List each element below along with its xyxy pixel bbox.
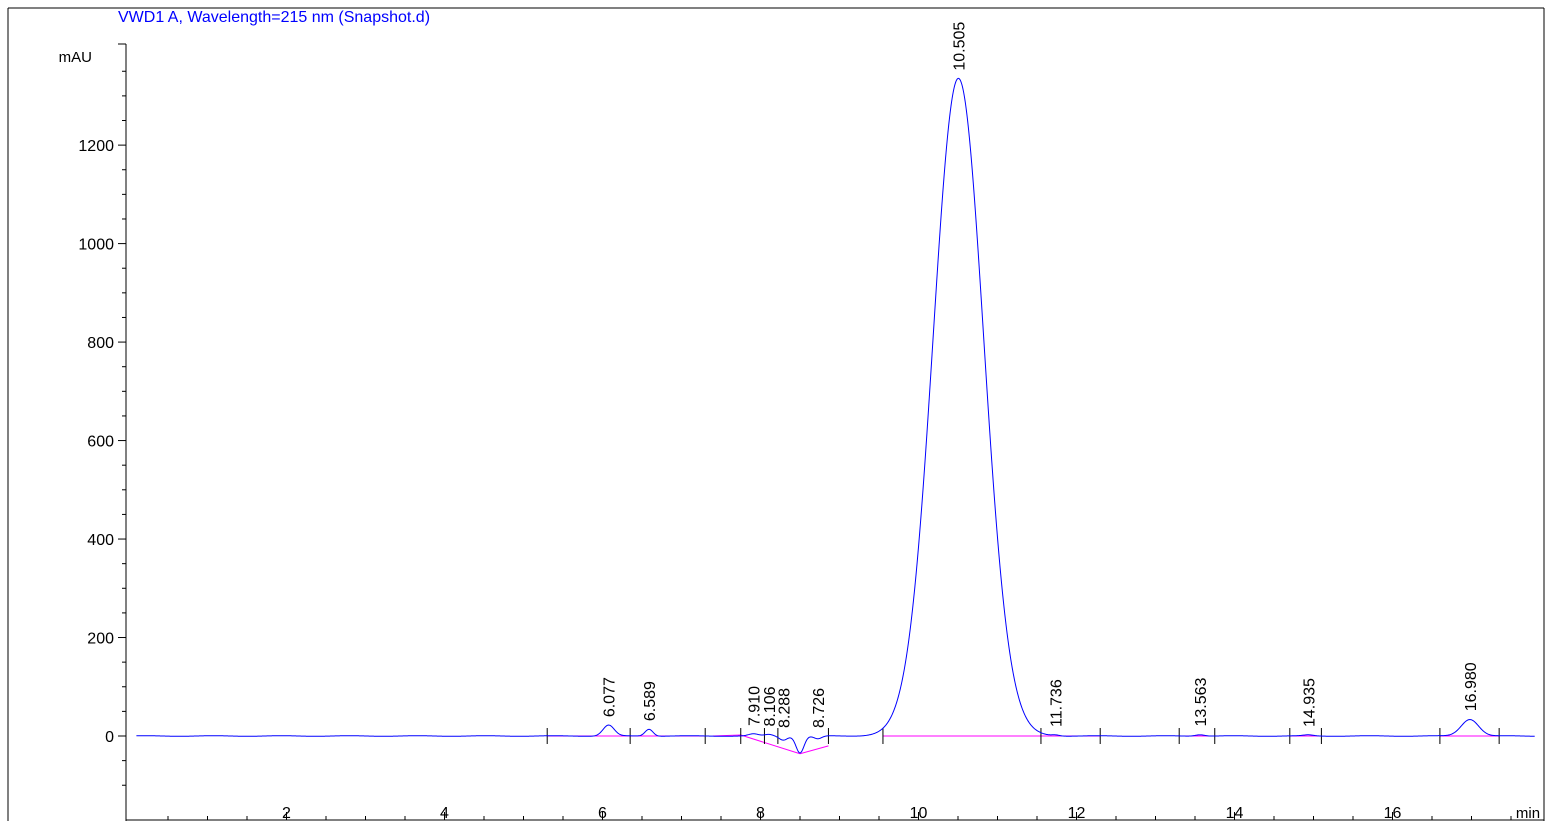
signal-trace-group [136,77,1535,754]
plot-frame [7,7,1545,821]
x-tick-label: 10 [910,805,928,821]
y-tick-label: 0 [105,729,114,746]
peak-label: 11.736 [1049,679,1066,727]
integration-baseline [799,745,829,755]
peak-label: 7.910 [746,686,763,726]
y-tick-label: 400 [87,532,114,549]
x-tick-label: 4 [440,805,449,821]
axes: 0 200 400 600 800 1000 1200 2 4 6 8 10 12 14 16 [78,43,1544,821]
signal-trace [136,77,1535,754]
peak-label: 6.077 [602,677,619,717]
x-tick-label: 12 [1068,805,1086,821]
peak-label: 13.563 [1193,677,1210,726]
x-tick-label: 14 [1226,805,1244,821]
x-axis-unit: min [1516,805,1540,821]
peak-label: 10.505 [951,22,968,71]
y-tick-label: 1000 [78,237,114,254]
peak-label: 8.726 [811,688,828,728]
x-tick-label: 16 [1384,805,1402,821]
peak-label: 8.106 [762,686,779,726]
y-tick-label: 800 [87,335,114,352]
chart-title: VWD1 A, Wavelength=215 nm (Snapshot.d) [118,9,430,26]
y-axis-unit: mAU [59,49,92,66]
x-tick-label: 2 [282,805,291,821]
y-tick-label: 1200 [78,138,114,155]
y-tick-label: 200 [87,631,114,648]
peak-label: 8.288 [776,688,793,728]
x-tick-label: 8 [756,805,765,821]
x-tick-label: 6 [598,805,607,821]
integration-baseline [740,734,801,755]
peak-label: 6.589 [642,681,659,721]
peak-label: 14.935 [1301,678,1318,727]
y-tick-label: 600 [87,434,114,451]
peak-label: 16.980 [1463,662,1480,711]
